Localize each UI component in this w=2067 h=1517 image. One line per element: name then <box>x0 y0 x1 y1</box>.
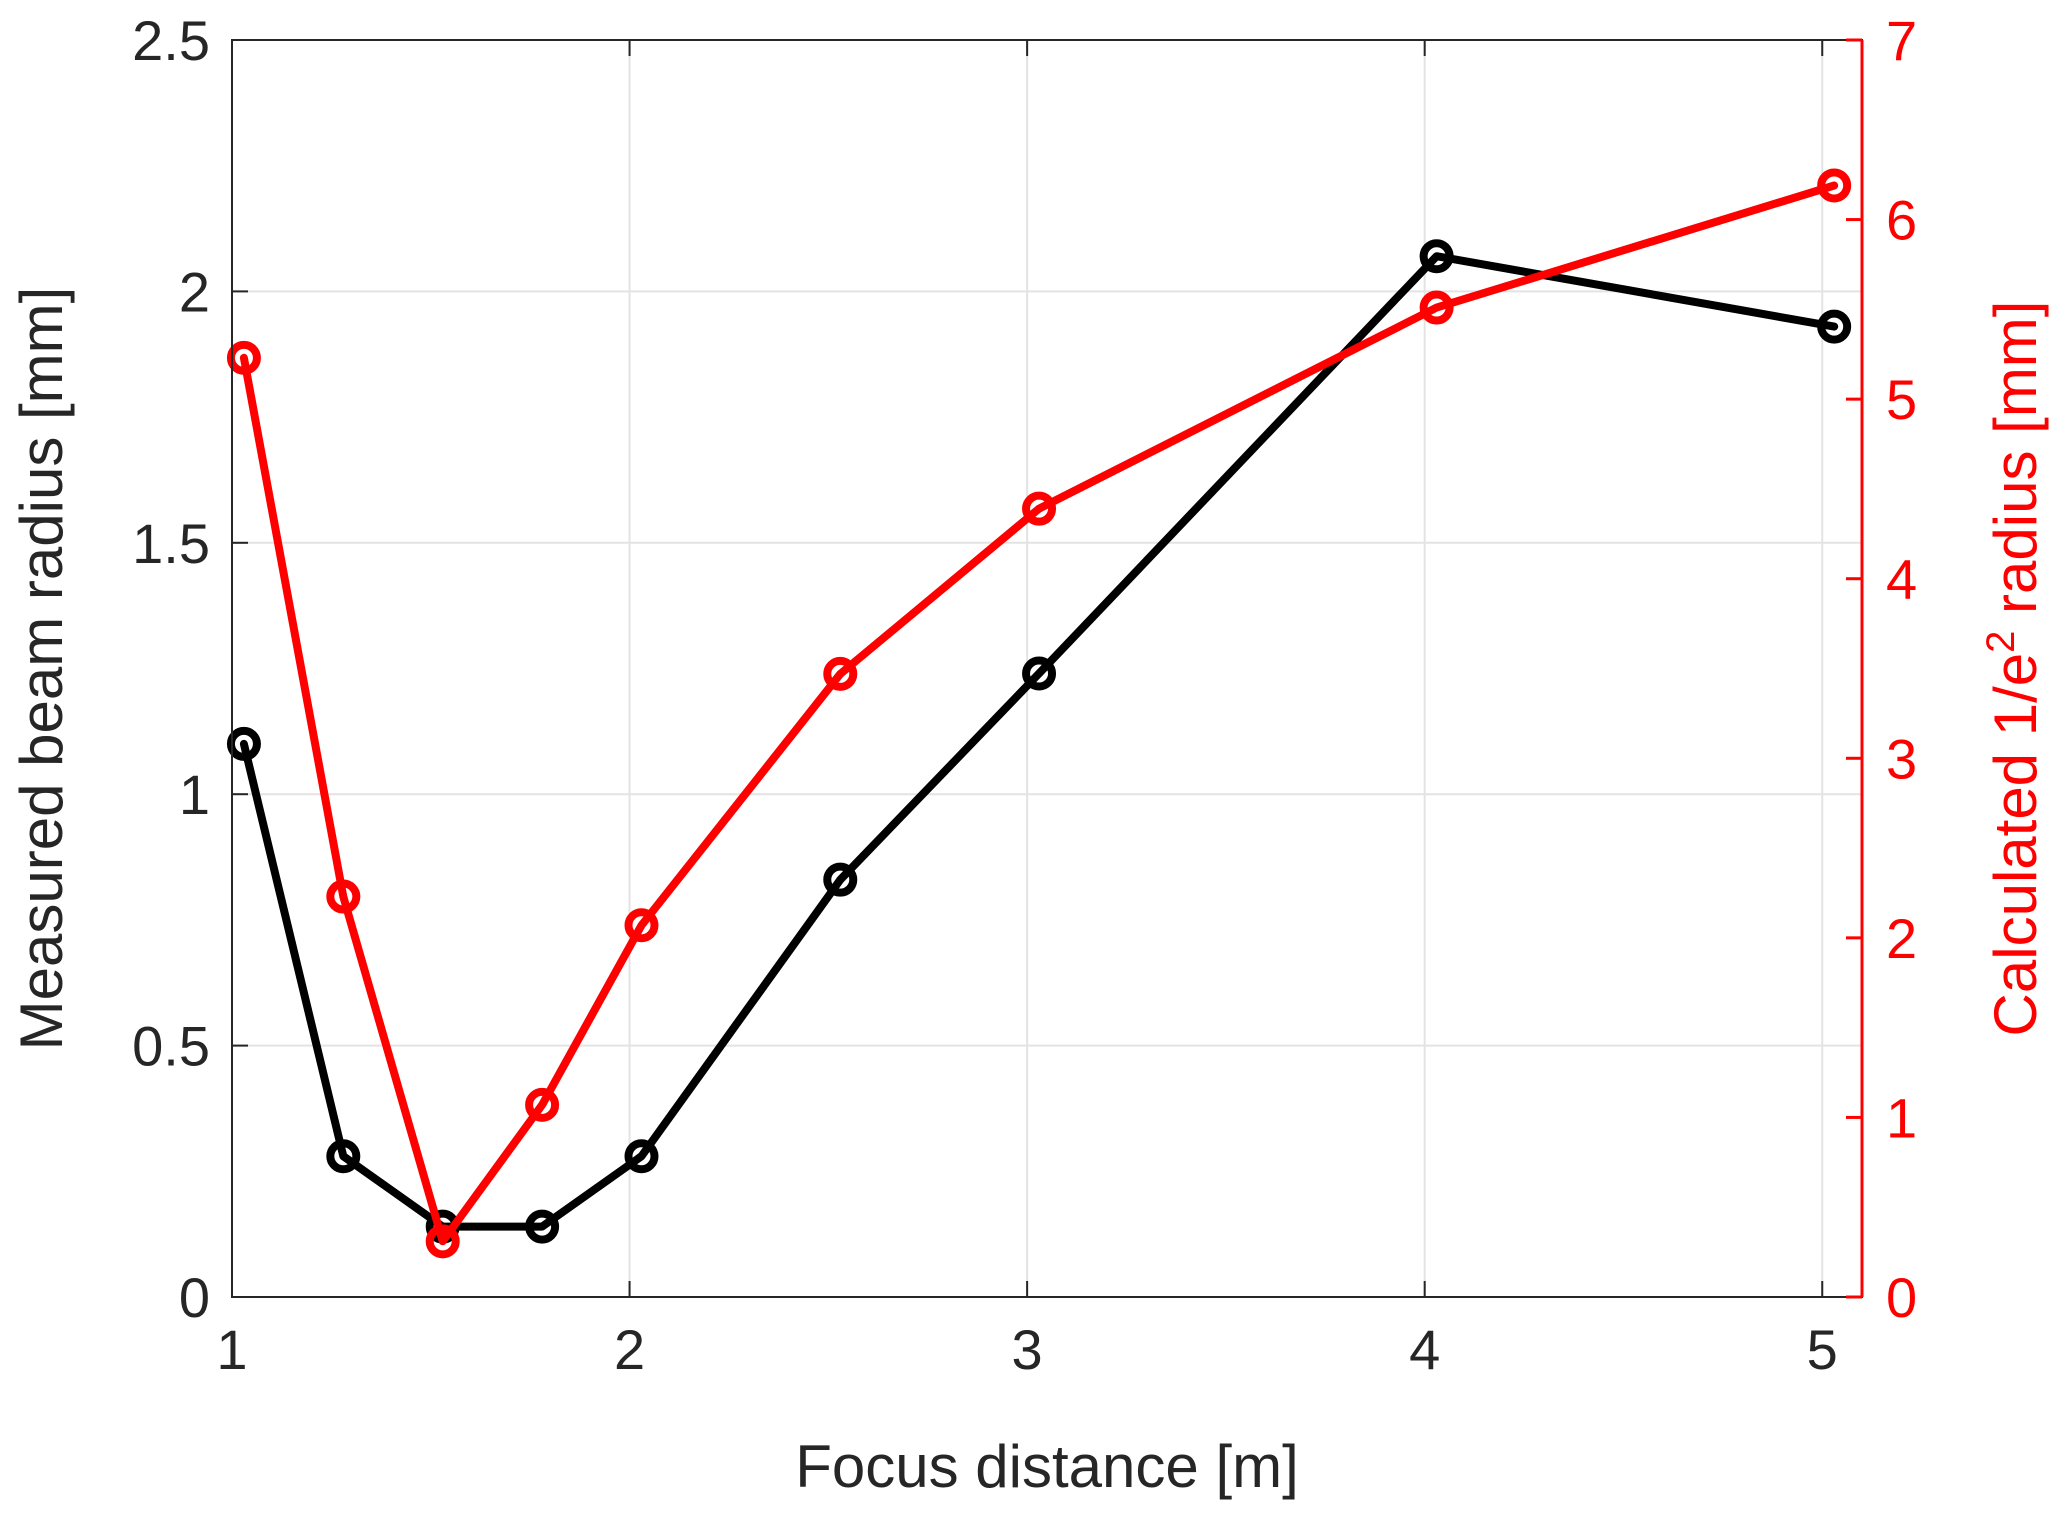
y-right-tick-label: 5 <box>1886 368 1917 431</box>
series-1-point <box>525 1209 560 1244</box>
y-axis-left-title: Measured beam radius [mm] <box>8 287 75 1051</box>
y-right-tick-label: 7 <box>1886 9 1917 72</box>
series-layer <box>226 168 1852 1259</box>
series-1-point <box>326 1139 361 1174</box>
series-2-point <box>425 1224 460 1259</box>
x-tick-label: 1 <box>216 1318 247 1381</box>
x-tick-label: 2 <box>614 1318 645 1381</box>
series-2-point <box>1022 491 1057 526</box>
series-1-point <box>823 862 858 897</box>
series-1-point <box>1419 239 1454 274</box>
y-axis-right-title-part-2: radius [mm] <box>1982 301 2049 631</box>
x-axis-title: Focus distance [m] <box>795 1433 1299 1500</box>
y-right-tick-label: 4 <box>1886 548 1917 611</box>
series-2-point <box>226 340 261 375</box>
y-left-tick-label: 0 <box>179 1266 210 1329</box>
y-axis-right-title-superscript: 2 <box>1979 631 2023 653</box>
y-right-tick-label: 6 <box>1886 189 1917 252</box>
y-axis-right-title-part-1: Calculated 1/e <box>1982 653 2049 1037</box>
y-left-tick-label: 1 <box>179 763 210 826</box>
series-2-point <box>624 908 659 943</box>
series-2-point <box>1817 168 1852 203</box>
y-left-tick-label: 2 <box>179 260 210 323</box>
series-2-point <box>823 656 858 691</box>
series-1-point <box>1022 656 1057 691</box>
series-2-line <box>239 181 1839 1246</box>
x-tick-label: 3 <box>1012 1318 1043 1381</box>
y-right-tick-label: 2 <box>1886 907 1917 970</box>
series-2-point <box>1419 290 1454 325</box>
y-right-tick-label: 0 <box>1886 1266 1917 1329</box>
y-right-tick-label: 3 <box>1886 727 1917 790</box>
series-2-point <box>326 879 361 914</box>
x-tick-label: 5 <box>1807 1318 1838 1381</box>
series-1-line <box>239 252 1839 1231</box>
series-1-point <box>624 1139 659 1174</box>
y-left-tick-label: 2.5 <box>132 9 210 72</box>
series-1-point <box>1817 309 1852 344</box>
y-axis-right-title: Calculated 1/e2 radius [mm] <box>1979 301 2049 1037</box>
y-left-tick-label: 1.5 <box>132 512 210 575</box>
series-1-point <box>226 726 261 761</box>
y-left-tick-label: 0.5 <box>132 1015 210 1078</box>
y-right-tick-label: 1 <box>1886 1086 1917 1149</box>
series-2-point <box>525 1087 560 1122</box>
x-tick-label: 4 <box>1409 1318 1440 1381</box>
